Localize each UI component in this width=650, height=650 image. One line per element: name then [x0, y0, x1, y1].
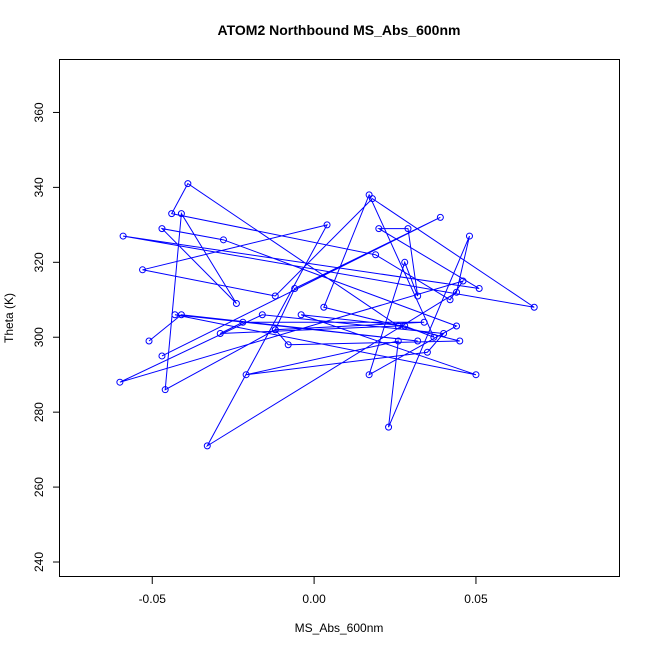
- series-line: [119, 182, 535, 448]
- data-point: [171, 311, 179, 319]
- data-point: [323, 221, 331, 229]
- data-point: [203, 442, 211, 450]
- plot-frame: [59, 59, 620, 577]
- data-point: [184, 180, 192, 188]
- data-point: [372, 251, 380, 259]
- data-point: [161, 386, 169, 394]
- y-axis: 240 260 280 300 320 340 360: [32, 102, 60, 572]
- y-tick-label: 360: [32, 102, 46, 122]
- data-point: [394, 322, 402, 330]
- x-tick-label: 0.00: [302, 592, 326, 606]
- y-tick-label: 300: [32, 327, 46, 347]
- data-point: [177, 210, 185, 218]
- data-point: [394, 337, 402, 345]
- data-point: [446, 296, 454, 304]
- data-point: [284, 341, 292, 349]
- x-axis: -0.05 0.00 0.05: [139, 577, 488, 606]
- data-point: [368, 195, 376, 203]
- data-point: [436, 213, 444, 221]
- data-point: [420, 318, 428, 326]
- data-point: [475, 285, 483, 293]
- data-point: [239, 318, 247, 326]
- series-group: [116, 180, 538, 450]
- data-point: [168, 210, 176, 218]
- data-point: [440, 329, 448, 337]
- y-tick-label: 320: [32, 252, 46, 272]
- data-point: [459, 277, 467, 285]
- y-tick-label: 280: [32, 402, 46, 422]
- data-point: [423, 348, 431, 356]
- data-point: [401, 258, 409, 266]
- y-tick-label: 340: [32, 177, 46, 197]
- data-point: [320, 303, 328, 311]
- data-point: [271, 326, 279, 334]
- data-point: [242, 371, 250, 379]
- data-point: [385, 423, 393, 431]
- data-point: [158, 352, 166, 360]
- data-point: [216, 329, 224, 337]
- y-tick-label: 260: [32, 477, 46, 497]
- data-point: [453, 322, 461, 330]
- data-point: [414, 337, 422, 345]
- data-point: [271, 292, 279, 300]
- data-point: [472, 371, 480, 379]
- data-point: [119, 232, 127, 240]
- data-point: [158, 225, 166, 233]
- x-tick-label: 0.05: [464, 592, 488, 606]
- y-tick-label: 240: [32, 552, 46, 572]
- data-point: [375, 225, 383, 233]
- data-point: [232, 300, 240, 308]
- data-point: [258, 311, 266, 319]
- data-point: [456, 337, 464, 345]
- data-point: [453, 288, 461, 296]
- x-axis-label: MS_Abs_600nm: [295, 621, 384, 635]
- data-point: [530, 303, 538, 311]
- data-point: [365, 371, 373, 379]
- chart-title: ATOM2 Northbound MS_Abs_600nm: [218, 22, 461, 38]
- x-tick-label: -0.05: [139, 592, 167, 606]
- data-point: [414, 292, 422, 300]
- y-axis-label: Theta (K): [2, 293, 16, 343]
- data-point: [465, 232, 473, 240]
- data-point: [430, 333, 438, 341]
- data-point: [139, 266, 147, 274]
- data-point: [219, 236, 227, 244]
- data-point: [297, 311, 305, 319]
- data-point: [145, 337, 153, 345]
- data-point: [291, 285, 299, 293]
- data-point: [404, 225, 412, 233]
- data-point: [116, 378, 124, 386]
